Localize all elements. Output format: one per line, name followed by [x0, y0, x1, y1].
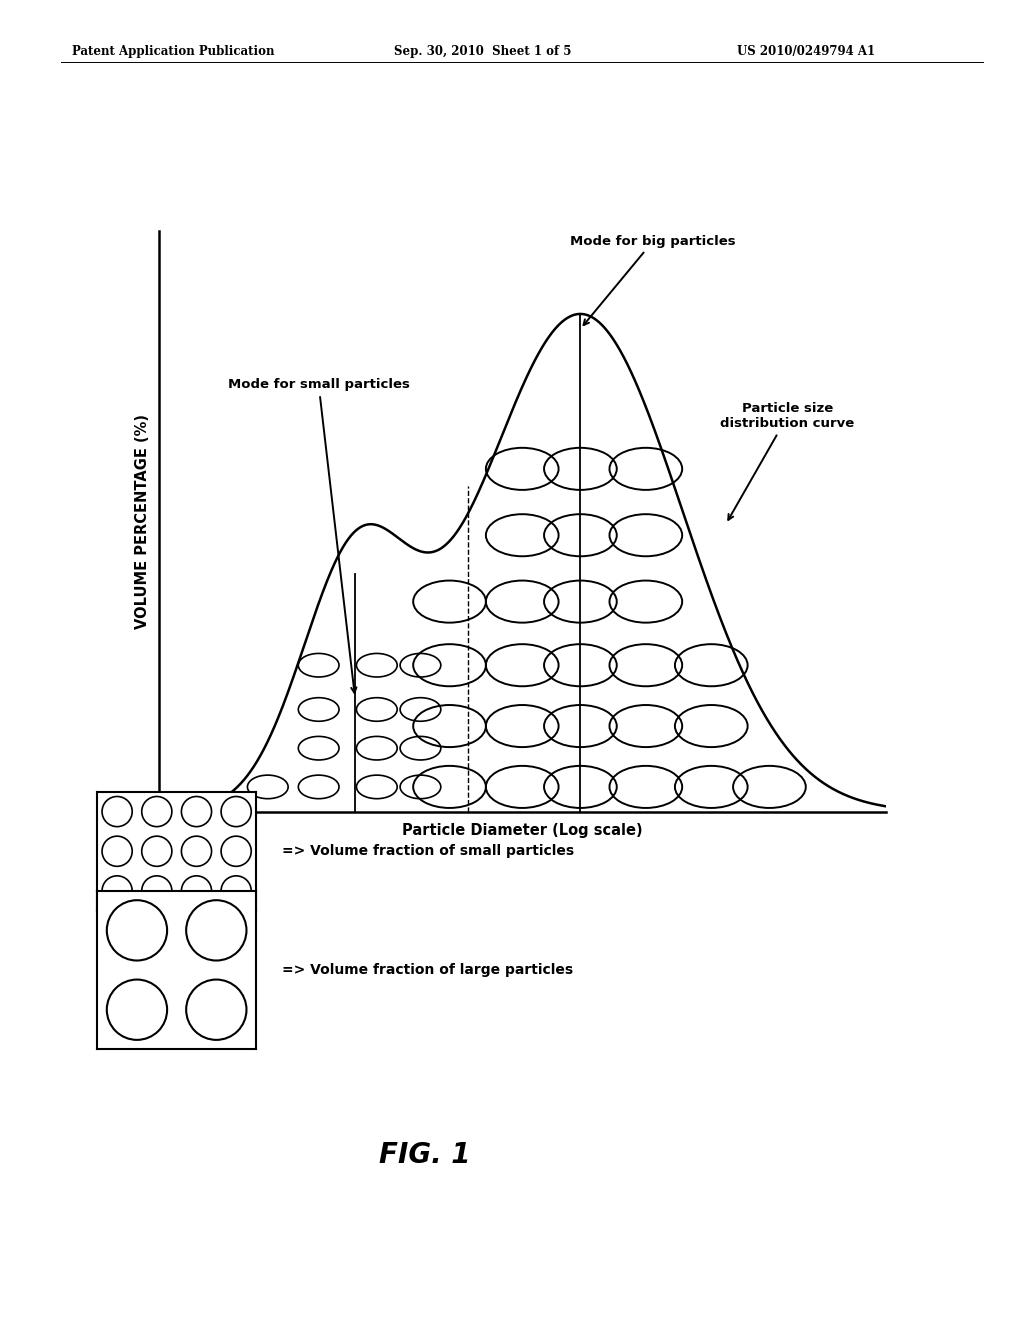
Text: => Volume fraction of small particles: => Volume fraction of small particles: [282, 845, 573, 858]
Text: => Volume fraction of large particles: => Volume fraction of large particles: [282, 964, 572, 977]
Text: Patent Application Publication: Patent Application Publication: [72, 45, 274, 58]
Text: Mode for small particles: Mode for small particles: [227, 379, 410, 693]
X-axis label: Particle Diameter (Log scale): Particle Diameter (Log scale): [402, 822, 642, 838]
Text: FIG. 1: FIG. 1: [379, 1140, 471, 1170]
Text: Sep. 30, 2010  Sheet 1 of 5: Sep. 30, 2010 Sheet 1 of 5: [394, 45, 571, 58]
Text: US 2010/0249794 A1: US 2010/0249794 A1: [737, 45, 876, 58]
Text: Mode for big particles: Mode for big particles: [570, 235, 736, 325]
Text: Particle size
distribution curve: Particle size distribution curve: [721, 403, 855, 520]
Y-axis label: VOLUME PERCENTAGE (%): VOLUME PERCENTAGE (%): [135, 414, 151, 628]
